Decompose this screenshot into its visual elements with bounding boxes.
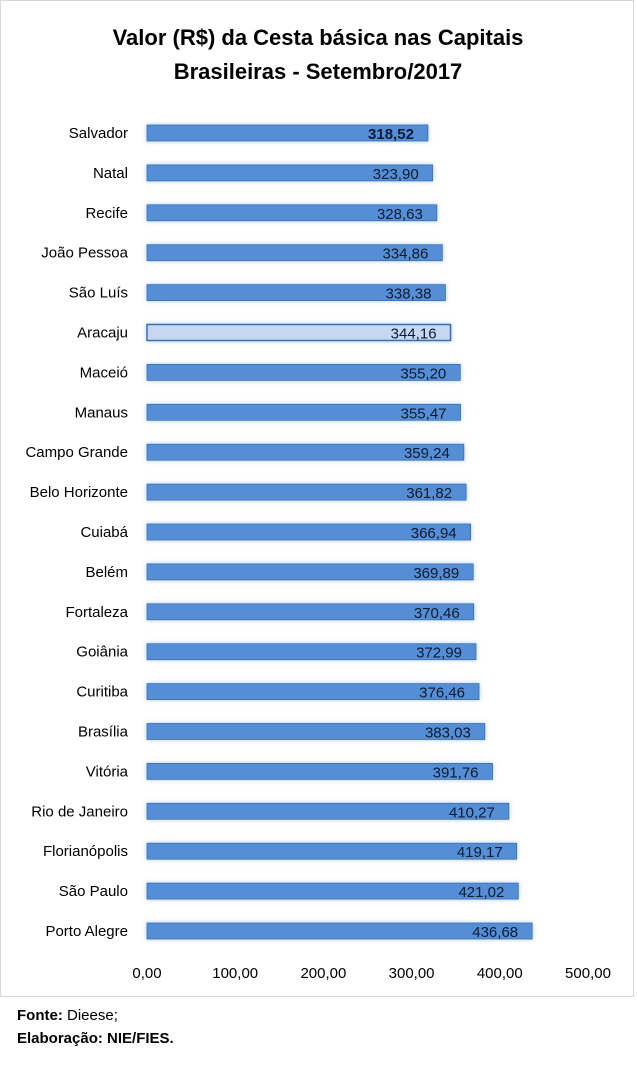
value-label: 323,90 xyxy=(373,166,419,183)
bar xyxy=(146,763,493,780)
value-label: 366,94 xyxy=(411,525,457,542)
value-label: 372,99 xyxy=(416,645,462,662)
value-label: 328,63 xyxy=(377,206,423,223)
category-label: Goiânia xyxy=(76,644,128,661)
bar xyxy=(146,284,446,302)
bar xyxy=(146,922,533,940)
source-line: Fonte: Dieese; xyxy=(17,1004,174,1027)
x-tick-label: 300,00 xyxy=(389,965,435,982)
source-label: Fonte: xyxy=(17,1007,63,1024)
category-label: Maceió xyxy=(80,364,128,381)
bar-chart: Valor (R$) da Cesta básica nas Capitais … xyxy=(25,25,611,982)
bar xyxy=(146,164,434,182)
category-label: São Paulo xyxy=(59,883,128,900)
bar xyxy=(146,563,474,581)
chart-title-line-1: Valor (R$) da Cesta básica nas Capitais xyxy=(113,25,524,50)
category-label: Manaus xyxy=(75,404,128,421)
bar xyxy=(146,723,486,740)
bar xyxy=(146,363,461,381)
bar xyxy=(146,403,461,421)
x-tick-label: 200,00 xyxy=(300,965,346,982)
value-label: 383,03 xyxy=(425,725,471,742)
value-label: 376,46 xyxy=(419,685,465,702)
x-tick-label: 400,00 xyxy=(477,965,523,982)
category-label: Rio de Janeiro xyxy=(31,803,128,820)
source-value: Dieese; xyxy=(62,1007,118,1024)
value-label: 436,68 xyxy=(472,924,518,941)
category-label: Campo Grande xyxy=(25,444,128,461)
value-label: 419,17 xyxy=(457,844,503,861)
category-label: Belo Horizonte xyxy=(30,484,128,501)
value-label: 370,46 xyxy=(414,605,460,622)
value-label: 334,86 xyxy=(382,246,428,263)
bar xyxy=(146,443,465,461)
chart-frame xyxy=(0,0,634,997)
category-label: Natal xyxy=(93,165,128,182)
bar xyxy=(146,124,429,142)
category-label: Fortaleza xyxy=(65,604,128,621)
value-label: 369,89 xyxy=(413,565,459,582)
bar xyxy=(146,802,510,820)
credit-line: Elaboração: NIE/FIES. xyxy=(17,1027,174,1050)
x-tick-label: 0,00 xyxy=(132,965,161,982)
value-label: 344,16 xyxy=(391,326,437,343)
chart-title-line-2: Brasileiras - Setembro/2017 xyxy=(174,59,463,84)
value-label: 391,76 xyxy=(433,764,479,781)
chart-footer: Fonte: Dieese; Elaboração: NIE/FIES. xyxy=(17,1004,174,1050)
value-label: 355,47 xyxy=(401,405,447,422)
value-label: 361,82 xyxy=(406,485,452,502)
value-label: 355,20 xyxy=(400,365,446,382)
category-label: Brasília xyxy=(78,724,129,741)
category-label: Porto Alegre xyxy=(45,923,128,940)
bar xyxy=(146,323,452,342)
value-label: 421,02 xyxy=(458,884,504,901)
category-label: Recife xyxy=(85,205,128,222)
bar xyxy=(146,683,480,700)
bar xyxy=(146,204,438,222)
category-label: João Pessoa xyxy=(41,245,128,262)
category-label: Belém xyxy=(85,564,128,581)
value-label: 338,38 xyxy=(386,286,432,303)
category-label: Aracaju xyxy=(77,325,128,342)
bar xyxy=(146,523,472,541)
bar xyxy=(146,842,518,860)
category-label: Vitória xyxy=(86,763,129,780)
category-label: Cuiabá xyxy=(80,524,128,541)
x-tick-label: 100,00 xyxy=(212,965,258,982)
credit-label: Elaboração: NIE/FIES. xyxy=(17,1030,174,1047)
category-label: Florianópolis xyxy=(43,843,128,860)
category-label: Curitiba xyxy=(76,684,128,701)
value-label: 410,27 xyxy=(449,804,495,821)
bar xyxy=(146,643,477,661)
bar xyxy=(146,483,467,501)
category-label: Salvador xyxy=(69,125,128,142)
bar xyxy=(146,882,519,900)
category-label: São Luís xyxy=(69,285,128,302)
x-tick-label: 500,00 xyxy=(565,965,611,982)
bar xyxy=(146,603,475,621)
value-label: 359,24 xyxy=(404,445,450,462)
value-label: 318,52 xyxy=(368,126,414,143)
bar xyxy=(146,244,443,262)
